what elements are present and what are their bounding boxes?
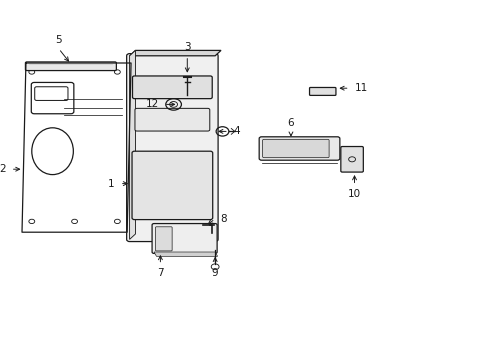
- Text: 9: 9: [211, 268, 218, 278]
- Text: 3: 3: [183, 42, 190, 52]
- Text: 11: 11: [354, 83, 367, 93]
- FancyBboxPatch shape: [309, 87, 335, 95]
- FancyBboxPatch shape: [132, 151, 212, 220]
- Text: 1: 1: [108, 179, 115, 189]
- FancyBboxPatch shape: [25, 62, 116, 71]
- FancyBboxPatch shape: [155, 227, 172, 251]
- Text: 10: 10: [347, 189, 360, 199]
- Polygon shape: [129, 50, 221, 56]
- Polygon shape: [129, 50, 135, 239]
- FancyBboxPatch shape: [126, 54, 218, 242]
- FancyBboxPatch shape: [262, 139, 328, 158]
- FancyBboxPatch shape: [135, 108, 209, 131]
- Polygon shape: [154, 252, 217, 256]
- Text: 12: 12: [145, 99, 159, 109]
- Text: 5: 5: [55, 35, 62, 45]
- Text: 6: 6: [287, 118, 294, 128]
- FancyBboxPatch shape: [259, 137, 339, 160]
- Text: 2: 2: [0, 164, 6, 174]
- Text: 8: 8: [220, 214, 226, 224]
- Text: 4: 4: [233, 126, 240, 136]
- FancyBboxPatch shape: [132, 76, 212, 99]
- FancyBboxPatch shape: [152, 224, 217, 253]
- Text: 7: 7: [157, 268, 163, 278]
- FancyBboxPatch shape: [340, 147, 363, 172]
